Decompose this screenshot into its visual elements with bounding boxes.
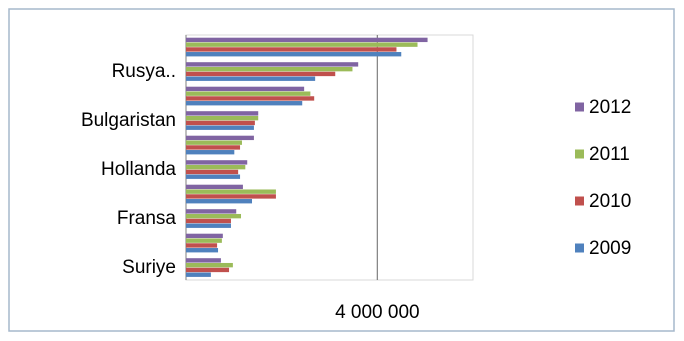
bar	[186, 66, 353, 72]
legend-label: 2012	[589, 97, 631, 118]
bar	[186, 125, 254, 130]
bar	[186, 135, 254, 141]
bar	[186, 272, 211, 277]
bar	[186, 184, 243, 190]
bar	[186, 140, 242, 145]
bar	[186, 86, 305, 92]
bar	[186, 111, 259, 116]
legend-swatch	[575, 149, 584, 159]
legend-swatch	[575, 102, 584, 112]
bar	[186, 150, 235, 155]
bar	[186, 96, 315, 101]
bar	[186, 174, 241, 179]
bar	[186, 47, 397, 52]
bar	[186, 62, 359, 67]
y-tick-label: Bulgaristan	[81, 110, 176, 131]
y-tick-label: Rusya..	[112, 61, 176, 82]
bar	[186, 115, 259, 121]
bar	[186, 267, 230, 273]
bar	[186, 160, 248, 165]
legend-swatch	[575, 243, 584, 253]
bar	[186, 120, 255, 126]
bar	[186, 145, 241, 150]
bar	[186, 101, 303, 106]
y-tick-label: Suriye	[122, 257, 176, 278]
bar	[186, 233, 223, 239]
bar	[186, 169, 239, 175]
bar	[186, 52, 402, 57]
bar	[186, 243, 218, 248]
bar	[186, 71, 336, 77]
bar	[186, 262, 233, 268]
bar	[186, 258, 221, 263]
bar	[186, 218, 231, 224]
bar	[186, 238, 222, 243]
bar	[186, 248, 219, 253]
bar	[186, 223, 231, 228]
legend-label: 2011	[589, 144, 630, 165]
x-tick-label: 4 000 000	[335, 302, 420, 323]
bar	[186, 209, 237, 214]
bar	[186, 42, 418, 47]
bar	[186, 213, 242, 219]
y-tick-label: Fransa	[117, 208, 177, 229]
bar	[186, 199, 253, 204]
bar	[186, 189, 276, 194]
legend-swatch	[575, 196, 584, 206]
bar	[186, 76, 316, 81]
bar	[186, 194, 276, 199]
bar	[186, 37, 428, 43]
legend-label: 2010	[589, 191, 631, 212]
bar	[186, 164, 246, 170]
y-tick-label: Hollanda	[101, 159, 176, 180]
bar	[186, 91, 311, 96]
legend-label: 2009	[589, 238, 631, 259]
